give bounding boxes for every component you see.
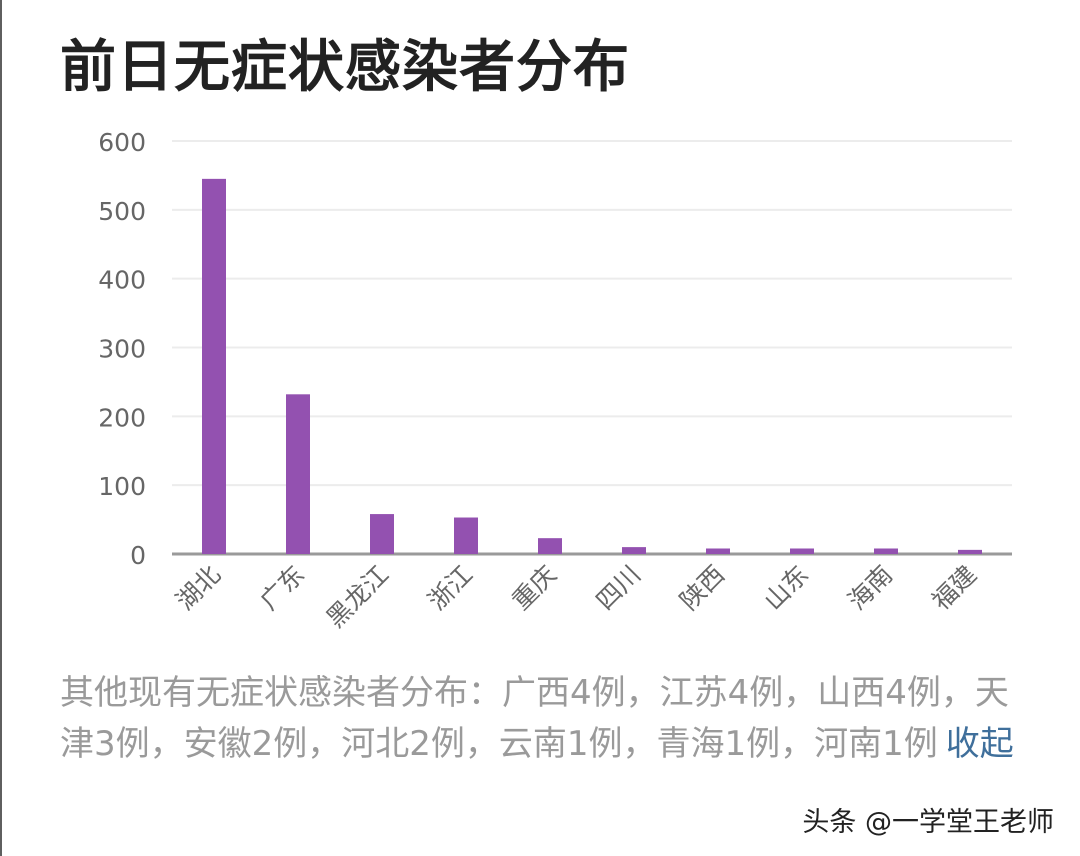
bar-海南 — [874, 548, 898, 554]
page-title: 前日无症状感染者分布 — [60, 35, 630, 100]
y-tick-label: 0 — [130, 541, 146, 570]
watermark: 头条 @一学堂王老师 — [802, 807, 1054, 838]
bar-浙江 — [454, 517, 478, 554]
x-tick-label: 福建 — [926, 560, 982, 616]
bar-湖北 — [202, 178, 226, 554]
bar-四川 — [622, 547, 646, 554]
x-tick-label: 四川 — [590, 560, 646, 616]
y-tick-label: 600 — [98, 128, 146, 157]
x-tick-label: 黑龙江 — [321, 560, 395, 634]
x-tick-label: 山东 — [758, 560, 814, 616]
x-tick-label: 陕西 — [674, 560, 730, 616]
bar-chart: 0 100 200 300 400 500 600 湖北 广东 黑龙江 浙江 重庆 四川 陕西 山东 海南 福建 — [98, 128, 1012, 634]
bar-福建 — [958, 549, 982, 554]
x-tick-label: 浙江 — [422, 560, 478, 616]
bar-陕西 — [706, 548, 730, 554]
x-tick-label: 湖北 — [170, 560, 226, 616]
other-distribution-text: 其他现有无症状感染者分布：广西4例，江苏4例，山西4例，天津3例，安徽2例，河北… — [60, 668, 1020, 770]
x-tick-label: 海南 — [842, 560, 898, 616]
y-tick-label: 400 — [98, 266, 146, 295]
other-distribution-summary: 其他现有无症状感染者分布：广西4例，江苏4例，山西4例，天津3例，安徽2例，河北… — [60, 673, 1009, 764]
bar-黑龙江 — [370, 514, 394, 554]
y-tick-label: 300 — [98, 335, 146, 364]
x-tick-label: 重庆 — [506, 560, 562, 616]
y-tick-label: 200 — [98, 403, 146, 432]
y-tick-label: 500 — [98, 197, 146, 226]
collapse-link[interactable]: 收起 — [945, 724, 1014, 764]
bar-广东 — [286, 394, 310, 554]
left-border — [0, 0, 2, 856]
bar-山东 — [790, 548, 814, 554]
x-tick-label: 广东 — [254, 560, 310, 616]
bar-重庆 — [538, 538, 562, 554]
y-tick-label: 100 — [98, 472, 146, 501]
